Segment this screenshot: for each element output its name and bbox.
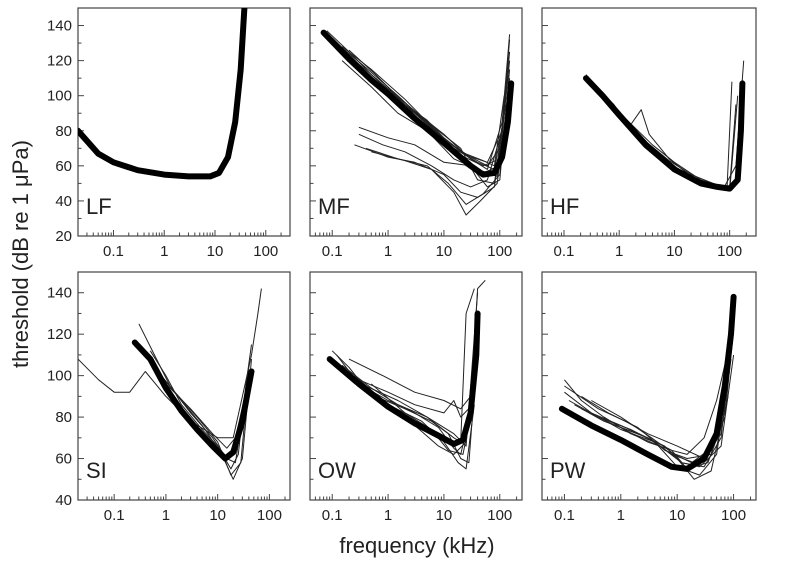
- y-tick-label: 40: [55, 492, 72, 509]
- x-tick-label: 1: [615, 243, 623, 260]
- y-tick-label: 100: [47, 368, 72, 385]
- x-tick-label: 0.1: [554, 507, 575, 524]
- individual-curve-3: [341, 46, 507, 170]
- y-axis-title: threshold (dB re 1 μPa): [8, 140, 33, 368]
- y-tick-label: 60: [55, 451, 72, 468]
- individual-curve-1: [78, 288, 262, 439]
- x-tick-label: 100: [487, 243, 512, 260]
- individual-curve-2: [331, 37, 511, 163]
- x-tick-label: 100: [721, 507, 746, 524]
- mean-curve: [78, 8, 248, 180]
- x-tick-label: 100: [257, 507, 282, 524]
- individual-curve-6: [591, 396, 729, 480]
- x-tick-label: 0.1: [554, 243, 575, 260]
- panel-frame: [77, 271, 291, 501]
- panel-frame: [77, 7, 291, 237]
- series-group: [78, 8, 248, 180]
- x-tick-label: 10: [436, 243, 453, 260]
- x-tick-label: 1: [384, 243, 392, 260]
- x-tick-label: 1: [384, 507, 392, 524]
- panel-mf: 0.1 1 10 100 MF: [309, 7, 523, 260]
- x-tick-label: 10: [209, 507, 226, 524]
- y-tick-label: 120: [47, 53, 72, 70]
- y-tick-label: 40: [55, 193, 72, 210]
- y-tick-label: 20: [55, 228, 72, 245]
- individual-curve-10: [591, 317, 735, 464]
- series-group: [320, 29, 515, 216]
- mean-curve: [583, 75, 746, 192]
- individual-curve-1: [326, 30, 509, 167]
- series-group: [78, 288, 262, 480]
- mean-curve: [320, 29, 515, 178]
- x-tick-label: 1: [162, 507, 170, 524]
- y-tick-label: 140: [47, 285, 72, 302]
- panel-si: 0.1 1 10 100 40 60 80 100 120 140 SI: [47, 271, 291, 524]
- x-tick-label: 0.1: [322, 507, 343, 524]
- x-tick-label: 0.1: [103, 243, 124, 260]
- individual-curve-9: [371, 95, 509, 216]
- panel-hf: 0.1 1 10 100 HF: [541, 7, 757, 260]
- panel-label: MF: [318, 194, 350, 219]
- x-tick-label: 1: [160, 243, 168, 260]
- y-tick-label: 120: [47, 326, 72, 343]
- mean-curve: [131, 339, 255, 462]
- individual-curve-1: [564, 303, 735, 455]
- x-tick-label: 0.1: [104, 507, 125, 524]
- y-tick-label: 80: [55, 123, 72, 140]
- individual-curve-9: [581, 383, 729, 459]
- individual-curve-7: [603, 354, 735, 468]
- individual-curve-2: [589, 81, 733, 188]
- x-tick-label: 10: [666, 243, 683, 260]
- panel-label: PW: [550, 458, 586, 483]
- individual-curve-3: [596, 86, 739, 191]
- individual-curve-1: [585, 74, 737, 190]
- x-axis-title: frequency (kHz): [339, 533, 494, 558]
- x-tick-label: 100: [487, 507, 512, 524]
- panel-frame: [541, 271, 757, 501]
- individual-curve-8: [564, 359, 732, 459]
- individual-curve-10: [358, 69, 511, 188]
- x-tick-label: 1: [617, 507, 625, 524]
- mean-curve: [558, 293, 737, 472]
- x-tick-label: 10: [669, 507, 686, 524]
- series-group: [558, 293, 737, 480]
- panel-frame: [541, 7, 757, 237]
- individual-curve-4: [348, 365, 477, 464]
- panel-pw: 0.1 1 10 100 PW: [541, 271, 757, 524]
- x-tick-label: 10: [436, 507, 453, 524]
- individual-curve-6: [358, 39, 511, 188]
- panel-frame: [309, 271, 523, 501]
- panel-label: OW: [318, 458, 356, 483]
- x-tick-label: 100: [253, 243, 278, 260]
- x-tick-label: 100: [717, 243, 742, 260]
- panel-label: LF: [86, 194, 112, 219]
- individual-curve-13: [387, 95, 505, 167]
- panel-frame: [309, 7, 523, 237]
- individual-curve-5: [160, 359, 252, 480]
- individual-curve-14: [404, 34, 511, 170]
- panel-lf: 0.1 1 10 100 20 40 60 80 100 120 140 LF: [47, 7, 291, 260]
- panel-label: HF: [550, 194, 579, 219]
- mean-curve: [326, 310, 481, 447]
- y-tick-label: 60: [55, 158, 72, 175]
- x-tick-label: 0.1: [322, 243, 343, 260]
- x-tick-label: 10: [207, 243, 224, 260]
- y-tick-label: 80: [55, 409, 72, 426]
- y-tick-label: 140: [47, 18, 72, 35]
- individual-curve-5: [348, 49, 505, 184]
- panel-label: SI: [86, 458, 107, 483]
- y-tick-label: 100: [47, 88, 72, 105]
- series-group: [326, 279, 486, 470]
- series-group: [583, 60, 746, 192]
- panel-ow: 0.1 1 10 100 OW: [309, 271, 523, 524]
